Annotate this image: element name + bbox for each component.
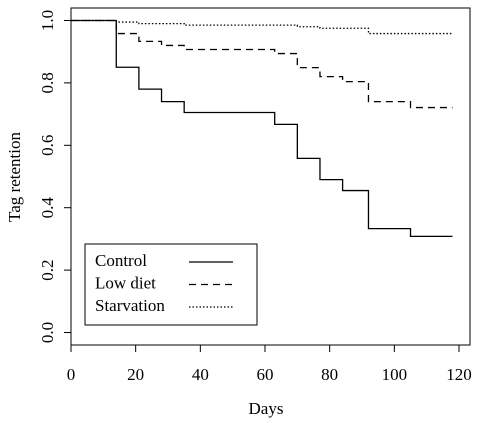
x-axis-label: Days	[249, 399, 284, 418]
y-tick-label: 1.0	[38, 10, 57, 31]
plot-frame	[70, 7, 471, 346]
y-tick-label: 0.4	[38, 197, 57, 219]
x-tick-label: 0	[67, 365, 76, 384]
y-axis-label: Tag retention	[5, 132, 24, 222]
x-tick-label: 40	[192, 365, 209, 384]
y-tick-label: 0.2	[38, 259, 57, 280]
legend-label: Low diet	[95, 273, 156, 292]
x-tick-label: 20	[127, 365, 144, 384]
legend-label: Control	[95, 251, 147, 270]
legend-label: Starvation	[95, 296, 165, 315]
x-tick-label: 100	[382, 365, 408, 384]
x-tick-label: 60	[257, 365, 274, 384]
step-line	[71, 19, 453, 238]
x-tick-label: 120	[446, 365, 472, 384]
y-tick-label: 0.8	[38, 72, 57, 93]
step-line	[71, 19, 453, 109]
y-tick-label: 0.6	[38, 135, 57, 156]
step-line	[71, 19, 454, 35]
x-tick-label: 80	[321, 365, 338, 384]
y-tick-label: 0.0	[38, 322, 57, 343]
